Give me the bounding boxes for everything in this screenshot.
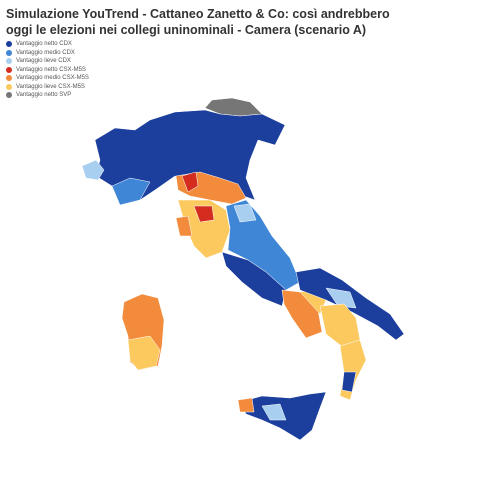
legend-swatch [6, 92, 12, 99]
legend-item: Vantaggio medio CSX-M5S [6, 74, 89, 83]
region-marche-light [233, 203, 257, 223]
legend-swatch [6, 41, 12, 48]
legend-label: Vantaggio lieve CDX [16, 58, 71, 65]
legend-item: Vantaggio lieve CDX [6, 57, 89, 66]
legend-label: Vantaggio netto CDX [16, 41, 72, 48]
legend-label: Vantaggio lieve CSX-M5S [16, 83, 85, 90]
legend: Vantaggio netto CDX Vantaggio medio CDX Va… [6, 40, 89, 100]
region-calabria [339, 339, 367, 401]
legend-label: Vantaggio netto CSX-M5S [16, 66, 86, 73]
region-puglia-light [325, 287, 357, 309]
region-tuscany-orange [175, 215, 193, 237]
legend-swatch [6, 49, 12, 56]
legend-item: Vantaggio netto SVP [6, 91, 89, 100]
legend-swatch [6, 75, 12, 82]
region-tuscany-red [193, 205, 215, 223]
region-emilia-red [181, 171, 199, 193]
region-north-medium [111, 177, 151, 206]
legend-swatch [6, 58, 12, 65]
legend-item: Vantaggio netto CDX [6, 40, 89, 49]
legend-item: Vantaggio lieve CSX-M5S [6, 83, 89, 92]
legend-swatch [6, 66, 12, 73]
title: Simulazione YouTrend - Cattaneo Zanetto … [6, 7, 390, 37]
region-lazio [221, 251, 287, 307]
region-calabria-blue [341, 371, 357, 393]
legend-label: Vantaggio netto SVP [16, 92, 72, 99]
legend-label: Vantaggio medio CSX-M5S [16, 75, 89, 82]
region-sicily-orange [237, 397, 255, 413]
legend-item: Vantaggio netto CSX-M5S [6, 66, 89, 75]
legend-item: Vantaggio medio CDX [6, 49, 89, 58]
legend-swatch [6, 83, 12, 90]
region-sicily-light [261, 403, 287, 421]
region-nw-light [81, 159, 105, 181]
region-sardinia-yellow [127, 335, 161, 371]
legend-label: Vantaggio medio CDX [16, 49, 75, 56]
region-center [225, 199, 301, 291]
